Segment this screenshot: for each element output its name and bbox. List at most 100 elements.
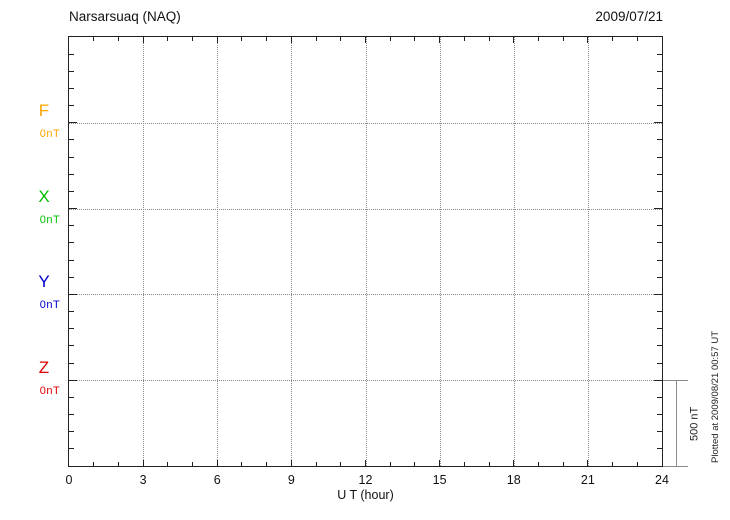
hour-tick-top [142, 37, 144, 43]
nt-tick-left [69, 311, 74, 313]
vertical-gridline [439, 37, 441, 466]
nt-tick-left [69, 53, 74, 55]
nt-tick-left [69, 448, 74, 450]
channel-baseline-value-Z: 0nT [39, 385, 61, 398]
nt-tick-right [657, 396, 662, 398]
nt-tick-right [657, 431, 662, 433]
hour-tick-bottom [241, 462, 243, 466]
hour-tick-bottom [167, 462, 169, 466]
horizontal-gridline [69, 294, 662, 296]
nt-tick-right [657, 105, 662, 107]
hour-tick-bottom [142, 460, 144, 466]
x-tick-label: 0 [65, 473, 73, 487]
hour-tick-top [488, 37, 490, 41]
hour-tick-bottom [117, 462, 119, 466]
hour-tick-bottom [365, 460, 366, 466]
nt-tick-left [69, 208, 77, 210]
nt-tick-left [69, 414, 74, 416]
x-tick-label: 15 [432, 473, 447, 487]
hour-tick-top [93, 37, 95, 41]
channel-baseline-value-X: 0nT [39, 213, 61, 226]
nt-tick-left [69, 345, 74, 347]
plotted-at-note: Plotted at 2009/08/21 00:57 UT [710, 330, 721, 464]
hour-tick-bottom [340, 462, 342, 466]
hour-tick-top [562, 37, 564, 41]
scale-bar-line [676, 380, 677, 467]
vertical-gridline [217, 37, 219, 466]
nt-tick-right [657, 414, 662, 416]
nt-tick-left [69, 70, 74, 72]
hour-tick-top [365, 37, 366, 43]
hour-tick-bottom [315, 462, 317, 466]
nt-tick-left [69, 190, 74, 192]
nt-tick-left [69, 156, 74, 158]
horizontal-gridline [69, 122, 662, 124]
hour-tick-bottom [192, 462, 194, 466]
nt-tick-left [69, 379, 77, 381]
hour-tick-top [315, 37, 317, 41]
station-title: Narsarsuaq (NAQ) [69, 9, 181, 24]
nt-tick-right [657, 448, 662, 450]
vertical-gridline [143, 37, 145, 466]
hour-tick-bottom [612, 462, 614, 466]
hour-tick-top [117, 37, 119, 41]
hour-tick-top [290, 37, 292, 43]
nt-tick-right [654, 293, 662, 295]
hour-tick-top [587, 37, 589, 43]
nt-tick-left [69, 242, 74, 244]
hour-tick-bottom [414, 462, 416, 466]
nt-tick-right [657, 87, 662, 89]
nt-tick-left [69, 259, 74, 261]
hour-tick-bottom [93, 462, 95, 466]
plot-area [68, 36, 663, 467]
channel-baseline-value-F: 0nT [39, 127, 61, 140]
nt-tick-left [69, 276, 74, 278]
nt-tick-right [657, 276, 662, 278]
channel-label-F: F [38, 100, 50, 120]
x-tick-label: 3 [139, 473, 147, 487]
hour-tick-top [439, 37, 441, 43]
x-tick-label: 9 [287, 473, 295, 487]
hour-tick-bottom [216, 460, 218, 466]
nt-tick-right [654, 208, 662, 210]
hour-tick-bottom [488, 462, 490, 466]
hour-tick-bottom [463, 462, 465, 466]
channel-label-X: X [38, 186, 50, 206]
hour-tick-top [612, 37, 614, 41]
channel-label-Y: Y [38, 272, 50, 292]
nt-tick-left [69, 139, 74, 141]
plot-date: 2009/07/21 [595, 9, 663, 24]
x-axis-label: U T (hour) [337, 488, 394, 502]
vertical-gridline [587, 37, 589, 466]
nt-tick-right [657, 328, 662, 330]
nt-tick-right [657, 345, 662, 347]
nt-tick-left [69, 431, 74, 433]
hour-tick-bottom [587, 460, 589, 466]
nt-tick-left [69, 87, 74, 89]
nt-tick-left [69, 396, 74, 398]
hour-tick-bottom [290, 460, 292, 466]
hour-tick-bottom [266, 462, 268, 466]
nt-tick-left [69, 173, 74, 175]
vertical-gridline [291, 37, 293, 466]
scale-bar-top-cap [663, 380, 688, 381]
nt-tick-right [657, 242, 662, 244]
hour-tick-top [216, 37, 218, 43]
hour-tick-top [636, 37, 638, 41]
hour-tick-bottom [636, 462, 638, 466]
hour-tick-top [463, 37, 465, 41]
hour-tick-top [513, 37, 515, 43]
channel-label-Z: Z [38, 358, 50, 378]
nt-tick-right [657, 190, 662, 192]
hour-tick-bottom [389, 462, 391, 466]
nt-tick-right [657, 362, 662, 364]
hour-tick-top [340, 37, 342, 41]
hour-tick-top [389, 37, 391, 41]
hour-tick-bottom [537, 462, 539, 466]
nt-tick-right [657, 173, 662, 175]
nt-tick-right [657, 70, 662, 72]
x-tick-label: 18 [506, 473, 521, 487]
x-tick-label: 24 [655, 473, 669, 487]
x-tick-label: 6 [213, 473, 221, 487]
